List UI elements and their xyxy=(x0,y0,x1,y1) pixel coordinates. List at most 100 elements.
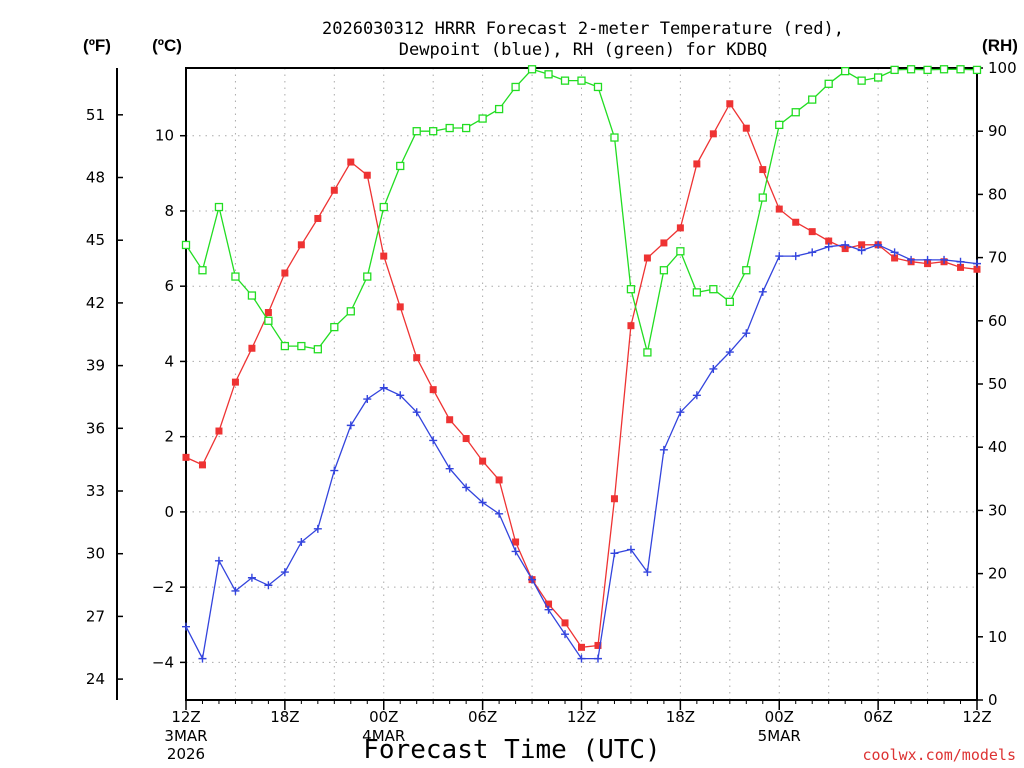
rh-point xyxy=(346,307,355,316)
temperature-point xyxy=(775,205,783,213)
rh-point xyxy=(906,65,916,74)
rh-point xyxy=(676,247,685,256)
temperature-point xyxy=(512,538,520,546)
celsius-unit-label: (ºC) xyxy=(152,36,182,55)
temperature-point xyxy=(429,386,437,394)
rh-point xyxy=(593,82,603,92)
rh-tick-label: 40 xyxy=(988,438,1007,456)
rh-point xyxy=(659,266,669,275)
rh-point xyxy=(890,65,899,75)
temperature-point xyxy=(462,435,470,443)
dewpoint-point xyxy=(890,248,899,257)
temperature-point xyxy=(660,239,668,247)
temperature-point xyxy=(413,354,421,362)
dewpoint-point xyxy=(198,654,207,663)
rh-point xyxy=(725,297,734,306)
dewpoint-point xyxy=(791,252,800,261)
temperature-point xyxy=(281,269,289,277)
dewpoint-point xyxy=(593,654,602,663)
temperature-point xyxy=(858,241,866,249)
dewpoint-point xyxy=(429,436,438,445)
rh-point xyxy=(577,76,586,85)
dewpoint-point xyxy=(742,329,751,338)
rh-point xyxy=(494,104,504,114)
rh-point xyxy=(198,266,207,275)
rh-point xyxy=(709,285,718,294)
temperature-point xyxy=(891,254,899,262)
rh-point xyxy=(939,65,949,74)
temperature-point xyxy=(643,254,651,262)
rh-point xyxy=(412,127,421,136)
dewpoint-point xyxy=(412,408,421,417)
dewpoint-point xyxy=(561,630,570,639)
celsius-tick-label: 0 xyxy=(164,503,174,521)
dewpoint-point xyxy=(495,509,504,518)
temperature-point xyxy=(726,100,734,108)
temperature-point xyxy=(363,171,371,179)
fahrenheit-tick-label: 24 xyxy=(86,670,105,688)
x-tick-label: 06Z xyxy=(468,708,497,726)
fahrenheit-tick-label: 48 xyxy=(86,169,105,187)
temperature-point xyxy=(495,476,503,484)
dewpoint-point xyxy=(528,575,537,584)
temperature-point xyxy=(314,214,322,222)
rh-point xyxy=(363,272,372,281)
dewpoint-point xyxy=(973,259,981,268)
rh-point xyxy=(478,114,487,123)
dewpoint-point xyxy=(511,547,520,556)
fahrenheit-tick-label: 33 xyxy=(86,482,105,500)
rh-point xyxy=(758,193,767,202)
fahrenheit-tick-label: 30 xyxy=(86,545,105,563)
celsius-tick-label: −4 xyxy=(152,653,174,671)
rh-point xyxy=(264,316,273,325)
rh-point xyxy=(824,79,833,88)
temperature-point xyxy=(808,228,816,236)
dewpoint-point xyxy=(264,581,273,590)
dewpoint-point xyxy=(857,246,866,255)
temperature-point xyxy=(231,378,239,386)
dewpoint-point xyxy=(462,483,471,492)
rh-point xyxy=(214,202,224,212)
dewpoint-point xyxy=(214,556,223,565)
rh-point xyxy=(231,272,240,281)
rh-point xyxy=(923,65,932,75)
celsius-tick-label: 2 xyxy=(164,428,174,446)
rh-point xyxy=(626,285,636,294)
temperature-point xyxy=(198,461,206,469)
rh-point xyxy=(972,65,982,75)
fahrenheit-unit-label: (ºF) xyxy=(83,36,111,55)
x-tick-label: 00Z xyxy=(765,708,794,726)
rh-point xyxy=(692,288,702,297)
dewpoint-point xyxy=(247,573,256,582)
temperature-point xyxy=(957,263,965,271)
x-tick-label: 18Z xyxy=(270,708,299,726)
fahrenheit-tick-label: 39 xyxy=(86,357,105,375)
celsius-tick-label: −2 xyxy=(152,578,174,596)
fahrenheit-tick-label: 27 xyxy=(86,607,105,625)
dewpoint-point xyxy=(626,545,635,554)
dewpoint-point xyxy=(923,255,932,264)
dewpoint-point xyxy=(841,240,850,249)
plot-frame xyxy=(185,67,978,701)
rh-point xyxy=(330,322,339,332)
x-tick-label: 12Z xyxy=(962,708,991,726)
grid-lines xyxy=(186,68,977,700)
rh-tick-label: 50 xyxy=(988,375,1007,393)
x-tick-label: 18Z xyxy=(666,708,695,726)
x-tick-date-label: 5MAR xyxy=(758,727,801,745)
rh-tick-label: 20 xyxy=(988,565,1007,583)
rh-tick-label: 30 xyxy=(988,501,1007,519)
x-tick-date-label: 3MAR xyxy=(164,727,207,745)
x-tick-label: 06Z xyxy=(863,708,892,726)
axes: −4−2024681024273033363942454851010203040… xyxy=(86,59,1017,763)
data-series xyxy=(181,65,982,663)
fahrenheit-tick-label: 36 xyxy=(86,419,105,437)
dewpoint-point xyxy=(808,248,817,257)
dewpoint-point xyxy=(725,348,734,357)
rh-tick-label: 10 xyxy=(988,628,1007,646)
dewpoint-point xyxy=(692,391,701,400)
rh-point xyxy=(775,120,784,130)
dewpoint-point xyxy=(478,498,487,507)
rh-point xyxy=(527,65,537,74)
temperature-point xyxy=(182,453,190,461)
